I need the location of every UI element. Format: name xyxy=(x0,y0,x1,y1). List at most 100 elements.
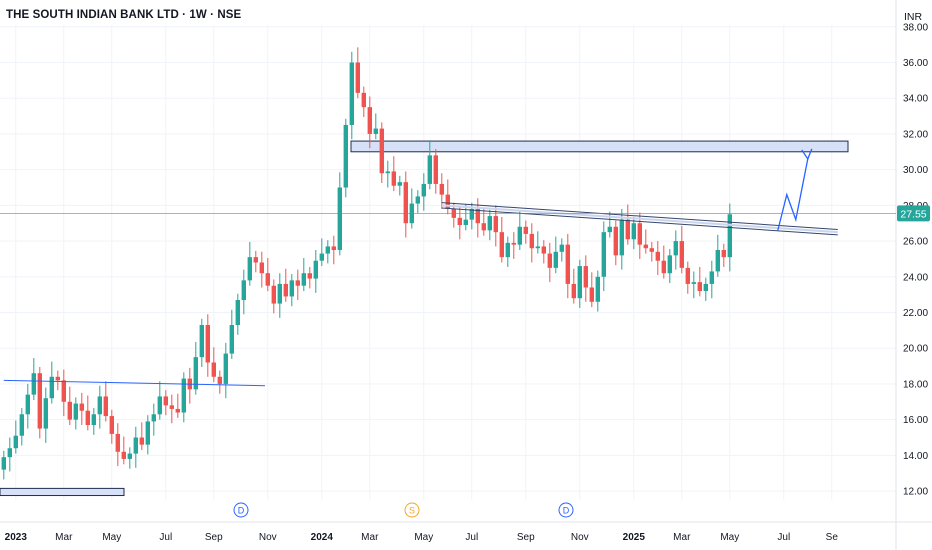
candle-body xyxy=(481,223,486,231)
candle-body xyxy=(313,260,318,279)
candle-body xyxy=(319,253,324,261)
last-price-badge xyxy=(897,205,930,222)
x-tick-label: Nov xyxy=(259,532,277,543)
candle-body xyxy=(361,92,366,108)
candle-body xyxy=(643,244,648,249)
candle-body xyxy=(475,208,480,224)
candle-body xyxy=(193,357,198,390)
candle-body xyxy=(697,282,702,292)
candle-body xyxy=(427,155,432,184)
x-tick-label: Jul xyxy=(465,532,478,543)
last-price-tag: 27.55 xyxy=(0,205,930,222)
projection-path xyxy=(777,158,809,231)
candle-body xyxy=(289,280,294,297)
candle-body xyxy=(157,396,162,415)
event-marker xyxy=(233,502,249,518)
x-tick-label: Jul xyxy=(159,532,172,543)
candle-body xyxy=(709,271,714,284)
resistance-zone xyxy=(350,140,849,153)
x-tick-label: Nov xyxy=(571,532,589,543)
candle-body xyxy=(583,266,588,288)
candle-body xyxy=(283,283,288,297)
candle-body xyxy=(229,325,234,354)
candle-body xyxy=(619,219,624,256)
time-axis[interactable]: 2023 Mar May Jul Sep Nov 2024 Mar May Jul Sep Nov 20… xyxy=(0,521,932,543)
candle-body xyxy=(343,125,348,188)
candle-body xyxy=(223,353,228,384)
y-tick-label: 16.00 xyxy=(903,415,928,426)
candle-body xyxy=(679,241,684,268)
candle-body xyxy=(631,223,636,240)
candle-body xyxy=(559,244,564,252)
x-tick-label: Sep xyxy=(517,532,535,543)
y-tick-label: 20.00 xyxy=(903,344,928,355)
candle-body xyxy=(547,253,552,268)
candle-body xyxy=(703,283,708,292)
candle-body xyxy=(661,260,666,274)
candle-body xyxy=(61,380,66,402)
candle-body xyxy=(457,217,462,225)
x-tick-label: 2024 xyxy=(311,532,334,543)
candle-body xyxy=(337,187,342,250)
candle-body xyxy=(433,155,438,184)
candle-body xyxy=(217,376,222,384)
candle-body xyxy=(163,396,168,406)
candle-body xyxy=(421,183,426,197)
x-tick-label: Mar xyxy=(361,532,379,543)
candle-body xyxy=(43,398,48,429)
candle-body xyxy=(541,246,546,254)
candle-body xyxy=(391,171,396,186)
candle-body xyxy=(7,448,12,458)
y-tick-label: 34.00 xyxy=(903,94,928,105)
event-marker-label: D xyxy=(238,506,245,516)
y-tick-label: 12.00 xyxy=(903,487,928,498)
candle-body xyxy=(205,325,210,363)
candle-body xyxy=(13,435,18,449)
candle-body xyxy=(301,273,306,286)
candle-body xyxy=(613,226,618,256)
candle-body xyxy=(511,242,516,245)
candle-body xyxy=(355,62,360,93)
candle-body xyxy=(667,255,672,274)
y-tick-label: 18.00 xyxy=(903,379,928,390)
candle-body xyxy=(673,241,678,256)
y-tick-label: 14.00 xyxy=(903,451,928,462)
drawings-front xyxy=(3,148,838,387)
currency-label[interactable]: INR xyxy=(904,11,923,23)
candle-body xyxy=(565,244,570,284)
y-tick-label: 36.00 xyxy=(903,58,928,69)
candle-body xyxy=(577,266,582,299)
x-tick-label: Sep xyxy=(205,532,223,543)
candle-body xyxy=(133,437,138,454)
drawings-back xyxy=(0,140,849,497)
price-axis[interactable]: 38.0036.0034.0032.0030.0028.0026.0024.00… xyxy=(895,0,928,550)
candle-body xyxy=(493,216,498,233)
candle-body xyxy=(109,416,114,434)
candle-body xyxy=(379,128,384,174)
x-tick-label: May xyxy=(102,532,121,543)
y-tick-label: 38.00 xyxy=(903,22,928,33)
candle-body xyxy=(121,451,126,459)
candle-body xyxy=(145,421,150,445)
candle-body xyxy=(637,223,642,245)
symbol-title[interactable]: THE SOUTH INDIAN BANK LTD · 1W · NSE xyxy=(6,9,242,21)
y-tick-label: 30.00 xyxy=(903,165,928,176)
candle-body xyxy=(241,280,246,300)
descending-trendline xyxy=(441,204,838,234)
candle-body xyxy=(649,248,654,252)
candle-body xyxy=(307,273,312,279)
candle-body xyxy=(253,257,258,263)
candle-body xyxy=(85,410,90,425)
candle-body xyxy=(601,232,606,277)
event-marker xyxy=(558,502,574,518)
candle-body xyxy=(571,283,576,299)
candle-body xyxy=(487,216,492,231)
candle-body xyxy=(721,250,726,258)
trendline-upper-edge xyxy=(441,202,838,230)
x-tick-label: May xyxy=(414,532,433,543)
candle-body xyxy=(445,194,450,209)
candle-body xyxy=(595,276,600,302)
candle-body xyxy=(463,219,468,225)
candle-body xyxy=(67,401,72,420)
